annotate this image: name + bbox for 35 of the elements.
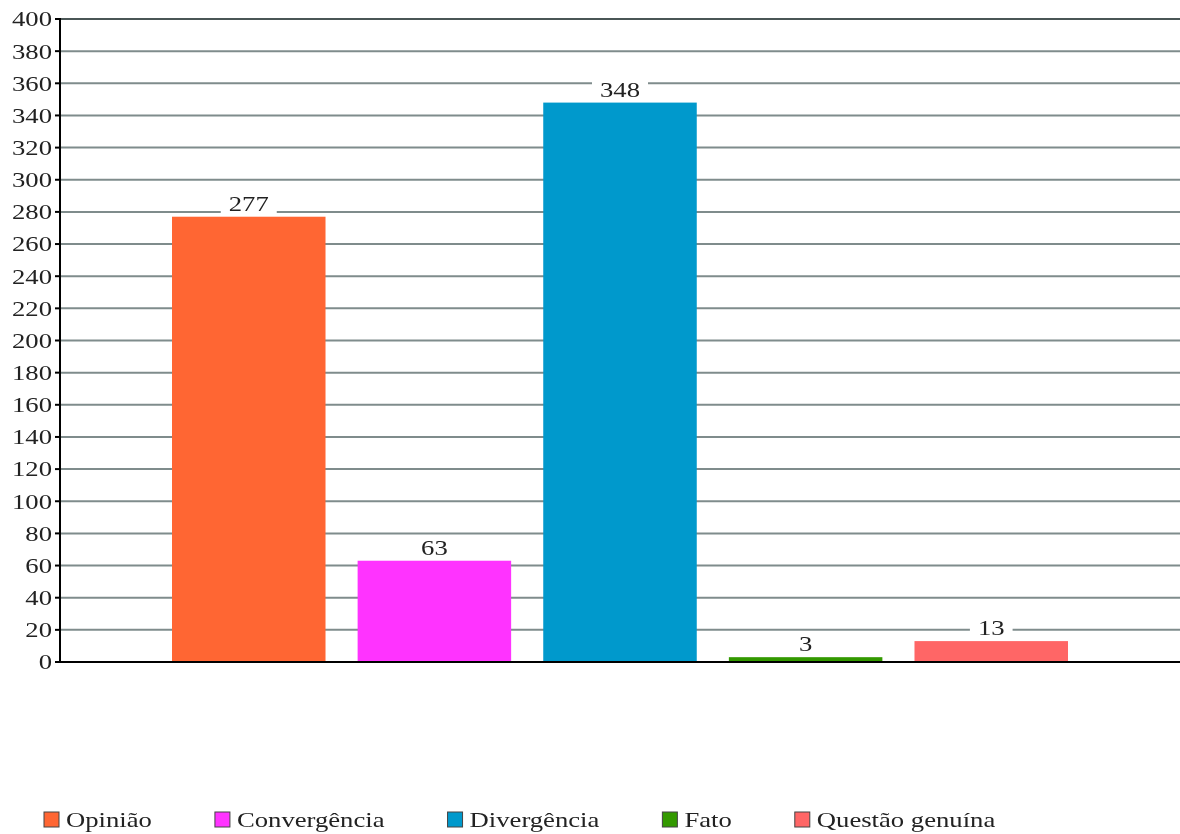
data-label: 13 — [977, 616, 1005, 640]
legend-label: Questão genuína — [816, 808, 996, 832]
y-tick-label: 100 — [12, 490, 52, 513]
data-label: 348 — [600, 78, 640, 101]
y-tick-label: 400 — [12, 7, 52, 31]
y-tick-label: 240 — [12, 265, 52, 288]
y-tick-label: 180 — [12, 361, 52, 385]
y-tick-label: 120 — [12, 458, 52, 481]
y-tick-label: 60 — [25, 554, 52, 578]
y-tick-label: 40 — [25, 586, 52, 610]
bar — [357, 560, 512, 662]
y-tick-label: 360 — [12, 72, 52, 96]
legend-label: Divergência — [469, 808, 600, 832]
legend-label: Convergência — [236, 808, 385, 832]
y-tick-label: 0 — [38, 650, 52, 674]
data-label: 63 — [421, 536, 448, 560]
y-tick-label: 340 — [12, 104, 52, 128]
bar — [172, 216, 326, 662]
data-label: 3 — [798, 632, 813, 656]
y-tick-label: 320 — [12, 136, 52, 160]
y-tick-label: 160 — [12, 393, 52, 417]
y-tick-label: 140 — [12, 425, 52, 449]
y-tick-label: 380 — [12, 40, 52, 63]
y-tick-label: 20 — [25, 618, 52, 642]
y-tick-label: 260 — [12, 233, 52, 256]
bar — [543, 102, 697, 662]
legend-label: Fato — [684, 808, 732, 832]
y-tick-label: 220 — [12, 297, 52, 321]
data-label: 277 — [228, 192, 269, 216]
legend-label: Opinião — [66, 808, 152, 832]
bar — [914, 641, 1068, 662]
y-tick-label: 300 — [12, 168, 52, 192]
y-tick-label: 80 — [25, 522, 52, 546]
y-tick-label: 280 — [12, 200, 52, 224]
y-tick-label: 200 — [12, 329, 52, 353]
